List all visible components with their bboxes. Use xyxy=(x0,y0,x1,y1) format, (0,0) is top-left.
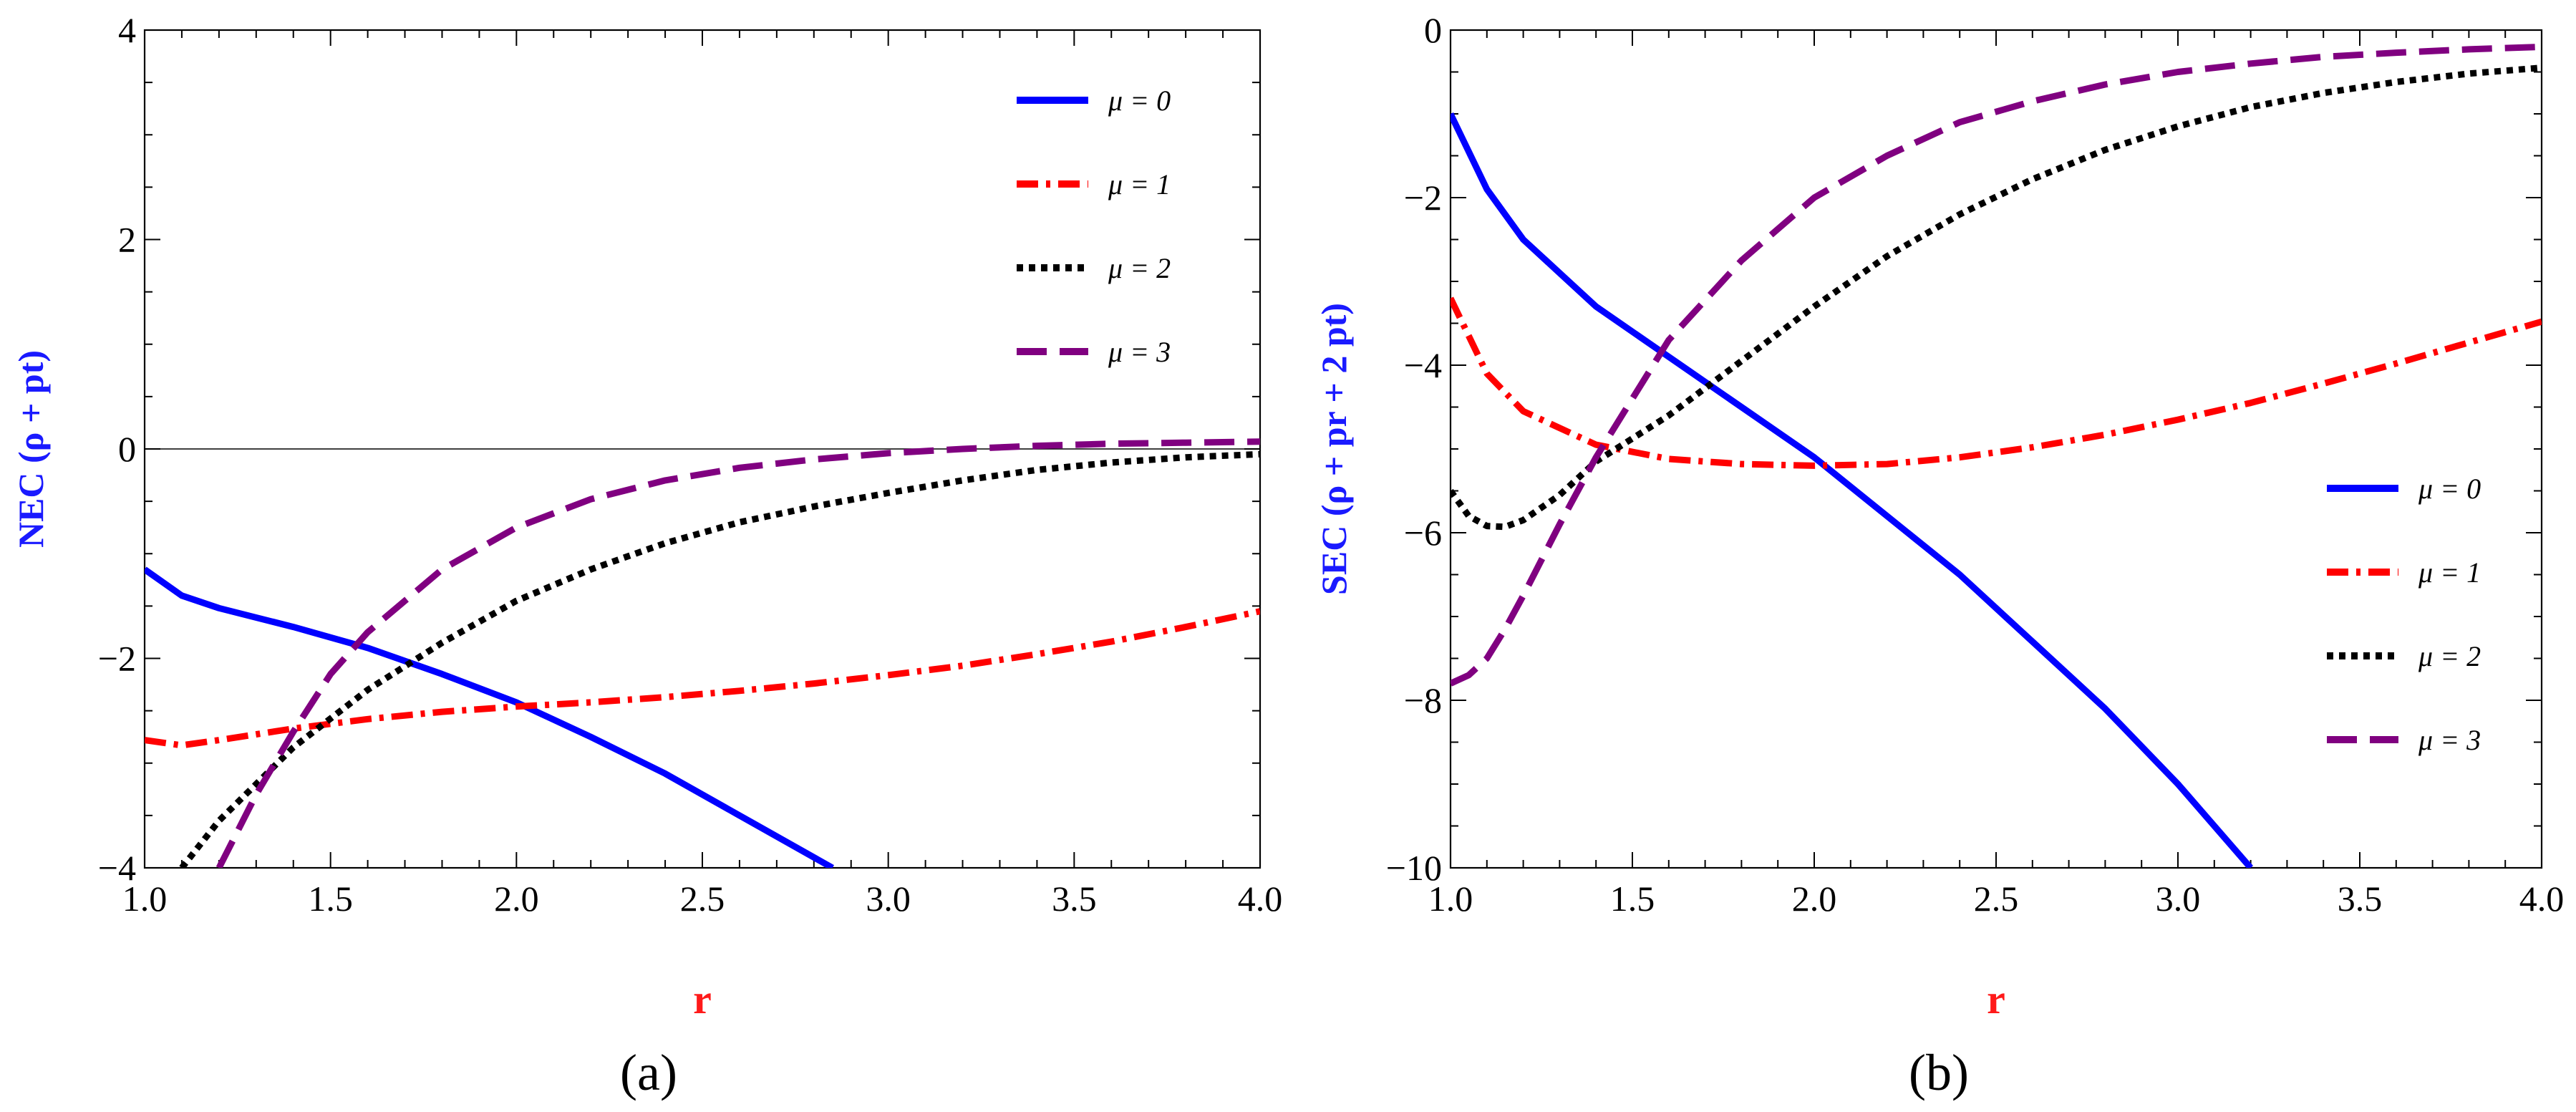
legend-label: μ = 1 xyxy=(1108,168,1171,200)
x-axis-label: r xyxy=(693,976,712,1022)
series-line-mu-3 xyxy=(216,438,1260,868)
x-tick-label: 4.0 xyxy=(1238,879,1283,919)
x-tick-label: 1.0 xyxy=(122,879,168,919)
x-tick-label: 3.0 xyxy=(866,879,911,919)
series-group xyxy=(1451,43,2542,868)
legend-label: μ = 0 xyxy=(2418,473,2481,505)
y-axis-label: SEC (ρ + pr + 2 pt) xyxy=(1314,303,1354,595)
y-tick-label: 2 xyxy=(118,220,136,260)
x-tick-label: 1.0 xyxy=(1428,879,1473,919)
series-group xyxy=(145,438,1260,868)
y-tick-label: 4 xyxy=(118,10,136,50)
y-tick-label: −2 xyxy=(1404,178,1442,218)
legend-label: μ = 0 xyxy=(1108,84,1171,117)
y-tick-label: −10 xyxy=(1386,848,1442,888)
legend: μ = 0 μ = 1 μ = 2 μ = 3 xyxy=(2327,473,2481,756)
x-tick-label: 1.5 xyxy=(308,879,353,919)
series-line-mu-3 xyxy=(1451,43,2542,687)
series-line-mu-1 xyxy=(145,608,1260,749)
legend: μ = 0 μ = 1 μ = 2 μ = 3 xyxy=(1017,84,1171,368)
x-tick-label: 3.0 xyxy=(2156,879,2201,919)
x-axis-label: r xyxy=(1987,976,2005,1022)
x-tick-label: 2.0 xyxy=(494,879,539,919)
y-tick-label: 0 xyxy=(118,429,136,469)
series-line-mu-0 xyxy=(1451,112,2253,868)
series-line-mu-2 xyxy=(1451,64,2542,531)
legend-label: μ = 2 xyxy=(1108,252,1171,284)
x-tick-label: 1.5 xyxy=(1610,879,1655,919)
legend-label: μ = 2 xyxy=(2418,640,2481,672)
legend-label: μ = 1 xyxy=(2418,556,2481,589)
panel-b-sec-chart: 1.0 1.5 2.0 2.5 3.0 3.5 4.0−10−8−6−4−20μ = 0μ … xyxy=(1314,10,2564,1022)
series-line-mu-1 xyxy=(1451,296,2542,469)
y-tick-label: −6 xyxy=(1404,513,1442,553)
series-line-mu-2 xyxy=(179,450,1260,868)
legend-label: μ = 3 xyxy=(1108,336,1171,368)
legend-label: μ = 3 xyxy=(2418,724,2481,756)
caption-b: (b) xyxy=(1909,1044,1969,1101)
y-axis-label: NEC (ρ + pt) xyxy=(11,350,51,548)
x-tick-label: 3.5 xyxy=(2338,879,2383,919)
y-tick-label: 0 xyxy=(1424,10,1442,50)
caption-a: (a) xyxy=(620,1044,677,1101)
x-tick-label: 4.0 xyxy=(2519,879,2565,919)
x-tick-label: 3.5 xyxy=(1052,879,1097,919)
series-line-mu-0 xyxy=(145,566,835,868)
x-tick-label: 2.5 xyxy=(680,879,725,919)
x-tick-label: 2.5 xyxy=(1974,879,2019,919)
x-tick-label: 2.0 xyxy=(1792,879,1837,919)
y-tick-label: −8 xyxy=(1404,680,1442,720)
y-tick-label: −4 xyxy=(98,848,136,888)
y-tick-label: −4 xyxy=(1404,345,1442,385)
y-tick-label: −2 xyxy=(98,639,136,679)
